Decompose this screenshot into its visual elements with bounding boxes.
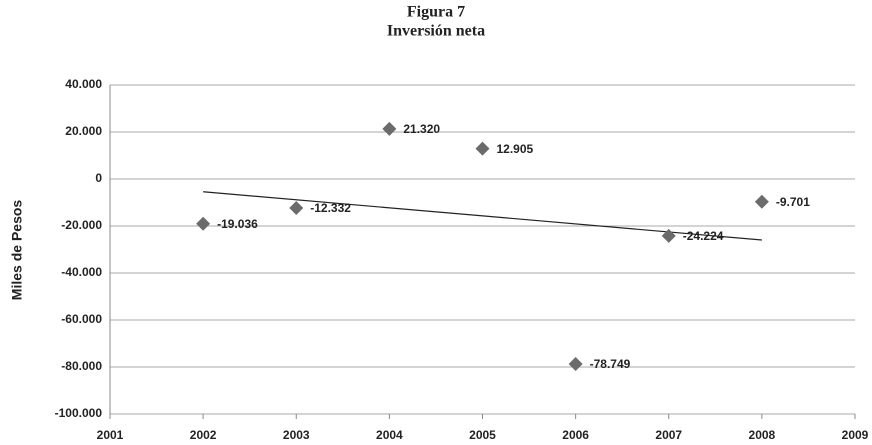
x-tick-label: 2009 bbox=[842, 428, 869, 442]
marker bbox=[661, 228, 676, 243]
y-tick-label: 0 bbox=[95, 171, 102, 185]
x-tick-label: 2001 bbox=[97, 428, 124, 442]
marker bbox=[754, 194, 769, 209]
x-tick-label: 2002 bbox=[190, 428, 217, 442]
y-tick-label: -100.000 bbox=[55, 406, 103, 420]
chart-subtitle: Inversión neta bbox=[387, 23, 485, 40]
data-label: 12.905 bbox=[497, 142, 534, 156]
x-tick-label: 2003 bbox=[283, 428, 310, 442]
data-label: -24.224 bbox=[683, 229, 724, 243]
marker bbox=[382, 121, 397, 136]
y-tick-label: -20.000 bbox=[61, 218, 102, 232]
data-label: -12.332 bbox=[310, 201, 351, 215]
marker bbox=[475, 141, 490, 156]
x-tick-label: 2004 bbox=[376, 428, 403, 442]
marker bbox=[196, 216, 211, 231]
data-label: -19.036 bbox=[217, 217, 258, 231]
x-tick-label: 2005 bbox=[469, 428, 496, 442]
x-tick-label: 2006 bbox=[562, 428, 589, 442]
x-tick-label: 2007 bbox=[655, 428, 682, 442]
data-label: -9.701 bbox=[776, 195, 810, 209]
y-tick-label: 40.000 bbox=[65, 77, 102, 91]
y-tick-label: -40.000 bbox=[61, 265, 102, 279]
marker bbox=[568, 357, 583, 372]
y-axis-label: Miles de Pesos bbox=[9, 200, 25, 301]
marker bbox=[289, 200, 304, 215]
data-label: 21.320 bbox=[403, 122, 440, 136]
data-label: -78.749 bbox=[590, 357, 631, 371]
y-tick-label: 20.000 bbox=[65, 124, 102, 138]
y-tick-label: -60.000 bbox=[61, 312, 102, 326]
trendline bbox=[203, 191, 762, 241]
chart-title: Figura 7 bbox=[407, 4, 465, 21]
y-tick-label: -80.000 bbox=[61, 359, 102, 373]
x-tick-label: 2008 bbox=[749, 428, 776, 442]
